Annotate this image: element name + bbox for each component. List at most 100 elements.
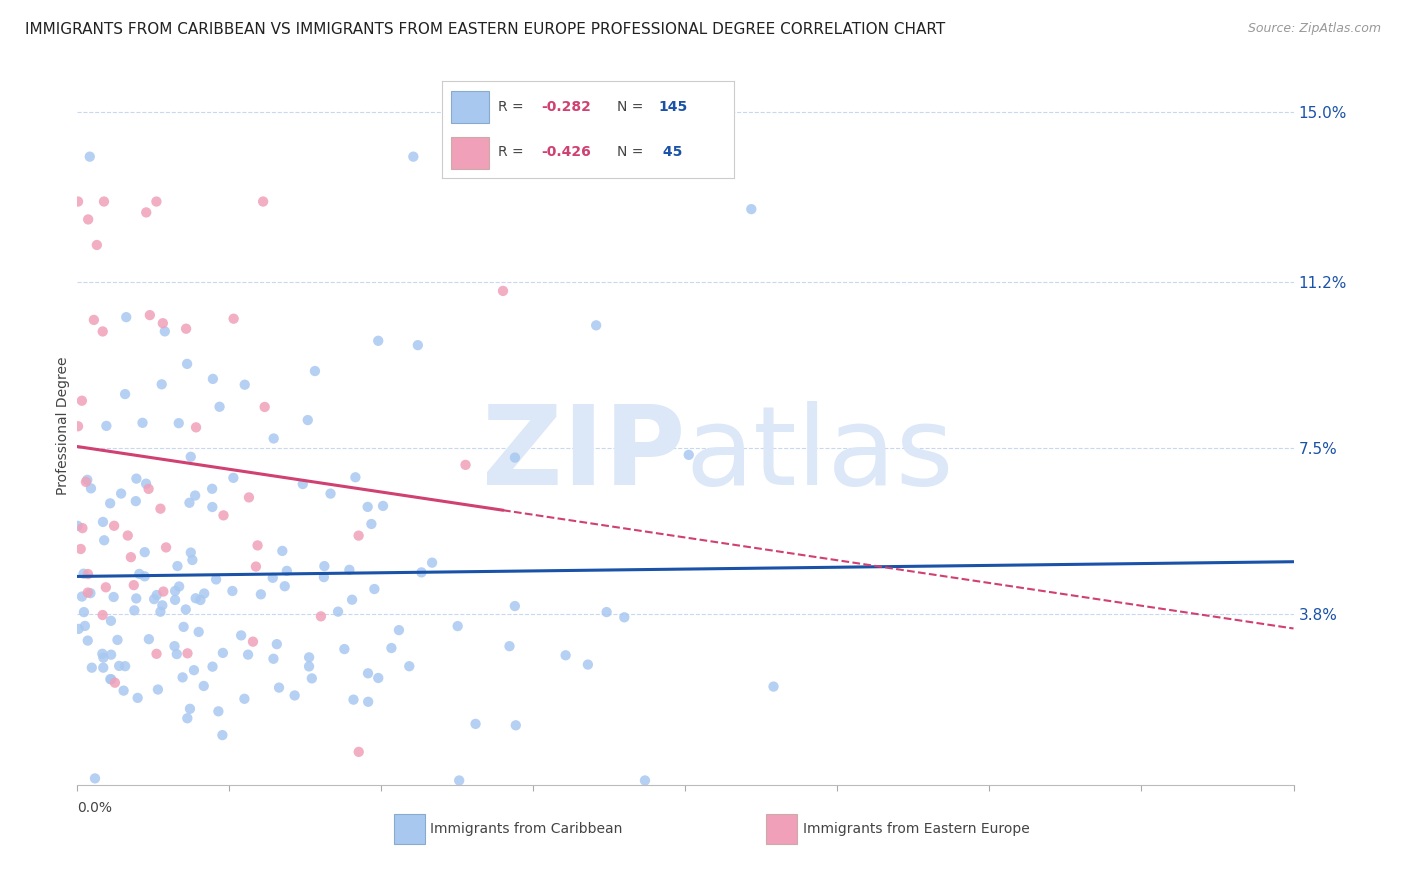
Point: [238, 491, 260, 505]
Point: [205, 573, 228, 587]
Point: [138, 482, 160, 496]
Point: [740, 202, 762, 216]
Point: [222, 311, 245, 326]
Point: [152, 316, 174, 330]
Point: [145, 194, 167, 209]
Text: Immigrants from Eastern Europe: Immigrants from Eastern Europe: [803, 822, 1029, 836]
Point: [498, 639, 520, 653]
Point: [207, 704, 229, 718]
Point: [347, 528, 370, 542]
Point: [193, 586, 215, 600]
Point: [263, 432, 285, 446]
Point: [193, 679, 215, 693]
Point: [267, 681, 290, 695]
Point: [367, 334, 389, 348]
Point: [91, 515, 114, 529]
Point: [67, 622, 90, 636]
Point: [66, 419, 89, 434]
Point: [271, 544, 294, 558]
Point: [298, 650, 321, 665]
Point: [184, 489, 207, 503]
Point: [107, 632, 129, 647]
Point: [233, 691, 256, 706]
Point: [505, 718, 527, 732]
Point: [464, 717, 486, 731]
Point: [301, 672, 323, 686]
Point: [134, 545, 156, 559]
Point: [233, 377, 256, 392]
Point: [86, 238, 108, 252]
Point: [201, 500, 224, 514]
Point: [245, 559, 267, 574]
Point: [69, 541, 91, 556]
Point: [212, 508, 235, 523]
Point: [166, 647, 188, 661]
Point: [146, 682, 169, 697]
Point: [262, 652, 284, 666]
Point: [115, 310, 138, 325]
Point: [176, 357, 198, 371]
Point: [103, 590, 125, 604]
Point: [80, 661, 103, 675]
Point: [114, 659, 136, 673]
Point: [77, 212, 100, 227]
Point: [371, 499, 394, 513]
Point: [67, 194, 90, 209]
Point: [380, 640, 402, 655]
Point: [595, 605, 617, 619]
Point: [93, 194, 115, 209]
Point: [150, 599, 173, 613]
Point: [190, 593, 212, 607]
Point: [70, 590, 93, 604]
Point: [134, 569, 156, 583]
Point: [183, 663, 205, 677]
Point: [246, 538, 269, 552]
Point: [124, 603, 146, 617]
Point: [398, 659, 420, 673]
Point: [110, 486, 132, 500]
Point: [76, 473, 98, 487]
Point: [221, 584, 243, 599]
Point: [174, 602, 197, 616]
Y-axis label: Professional Degree: Professional Degree: [56, 357, 70, 495]
Point: [554, 648, 576, 663]
Text: ZIP: ZIP: [482, 401, 686, 508]
Point: [79, 586, 101, 600]
Point: [180, 450, 202, 464]
Point: [360, 516, 382, 531]
Point: [326, 605, 349, 619]
Point: [108, 659, 131, 673]
Point: [75, 475, 97, 489]
Point: [252, 194, 274, 209]
Point: [139, 308, 162, 322]
Point: [93, 650, 115, 665]
Point: [411, 566, 433, 580]
Point: [91, 325, 114, 339]
Point: [208, 400, 231, 414]
Point: [145, 647, 167, 661]
Point: [309, 609, 332, 624]
Point: [184, 420, 207, 434]
Point: [94, 580, 117, 594]
Point: [242, 634, 264, 648]
Point: [100, 614, 122, 628]
Point: [454, 458, 477, 472]
Point: [150, 377, 173, 392]
Point: [91, 647, 114, 661]
Point: [104, 675, 127, 690]
Point: [319, 486, 342, 500]
Point: [236, 648, 259, 662]
Text: IMMIGRANTS FROM CARIBBEAN VS IMMIGRANTS FROM EASTERN EUROPE PROFESSIONAL DEGREE : IMMIGRANTS FROM CARIBBEAN VS IMMIGRANTS …: [25, 22, 946, 37]
Point: [613, 610, 636, 624]
Point: [117, 528, 139, 542]
Point: [125, 472, 148, 486]
Point: [165, 593, 187, 607]
Point: [70, 393, 93, 408]
Point: [72, 566, 94, 581]
Point: [125, 591, 148, 606]
Point: [357, 500, 380, 514]
Point: [79, 150, 101, 164]
Point: [91, 661, 114, 675]
Point: [138, 632, 160, 647]
Point: [253, 400, 276, 414]
